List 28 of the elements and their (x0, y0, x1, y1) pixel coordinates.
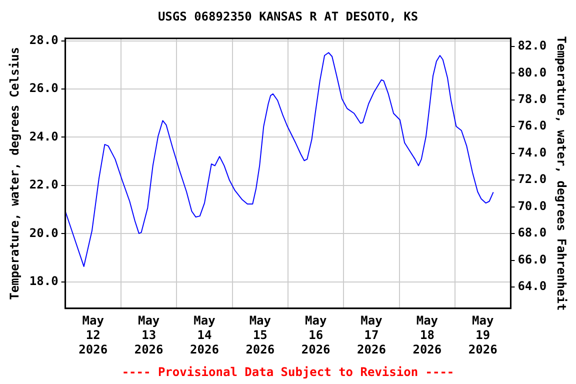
y2-tick-label: 74.0 (518, 145, 547, 160)
y-tick-label: 18.0 (29, 274, 58, 288)
x-tick-label: May 12 2026 (78, 314, 108, 357)
y-tick-label: 26.0 (29, 81, 58, 96)
y2-tick-label: 72.0 (518, 172, 547, 186)
y2-tick-label: 80.0 (518, 65, 547, 80)
y-tick-label: 20.0 (29, 226, 58, 240)
text: ---- Provisional Data Subject to Revision ---- (122, 364, 454, 379)
x-tick-label: May 13 2026 (134, 314, 164, 357)
y-tick-label: 28.0 (29, 32, 58, 47)
y2-tick-label: 82.0 (518, 38, 547, 53)
x-tick-label: May 14 2026 (190, 314, 219, 357)
x-tick-label: May 19 2026 (468, 314, 498, 357)
y2-tick-label: 78.0 (518, 92, 547, 106)
y2-tick-label: 68.0 (518, 226, 547, 240)
x-tick-label: May 16 2026 (301, 314, 330, 357)
y-tick-label: 24.0 (29, 129, 58, 144)
x-tick-label: May 17 2026 (357, 314, 386, 357)
chart-title: USGS 06892350 KANSAS R AT DESOTO, KS (158, 9, 418, 24)
x-tick-label: May 15 2026 (246, 314, 275, 357)
y2-tick-label: 76.0 (518, 118, 547, 133)
y2-axis-title: Temperature, water, degrees Fahrenheit (554, 36, 569, 311)
y2-tick-label: 64.0 (518, 279, 547, 294)
y2-tick-label: 66.0 (518, 252, 547, 266)
y2-tick-label: 70.0 (518, 198, 547, 213)
x-tick-label: May 18 2026 (412, 314, 442, 357)
y-axis-title: Temperature, water, degrees Celsius (7, 46, 22, 300)
y-tick-label: 22.0 (29, 178, 58, 192)
